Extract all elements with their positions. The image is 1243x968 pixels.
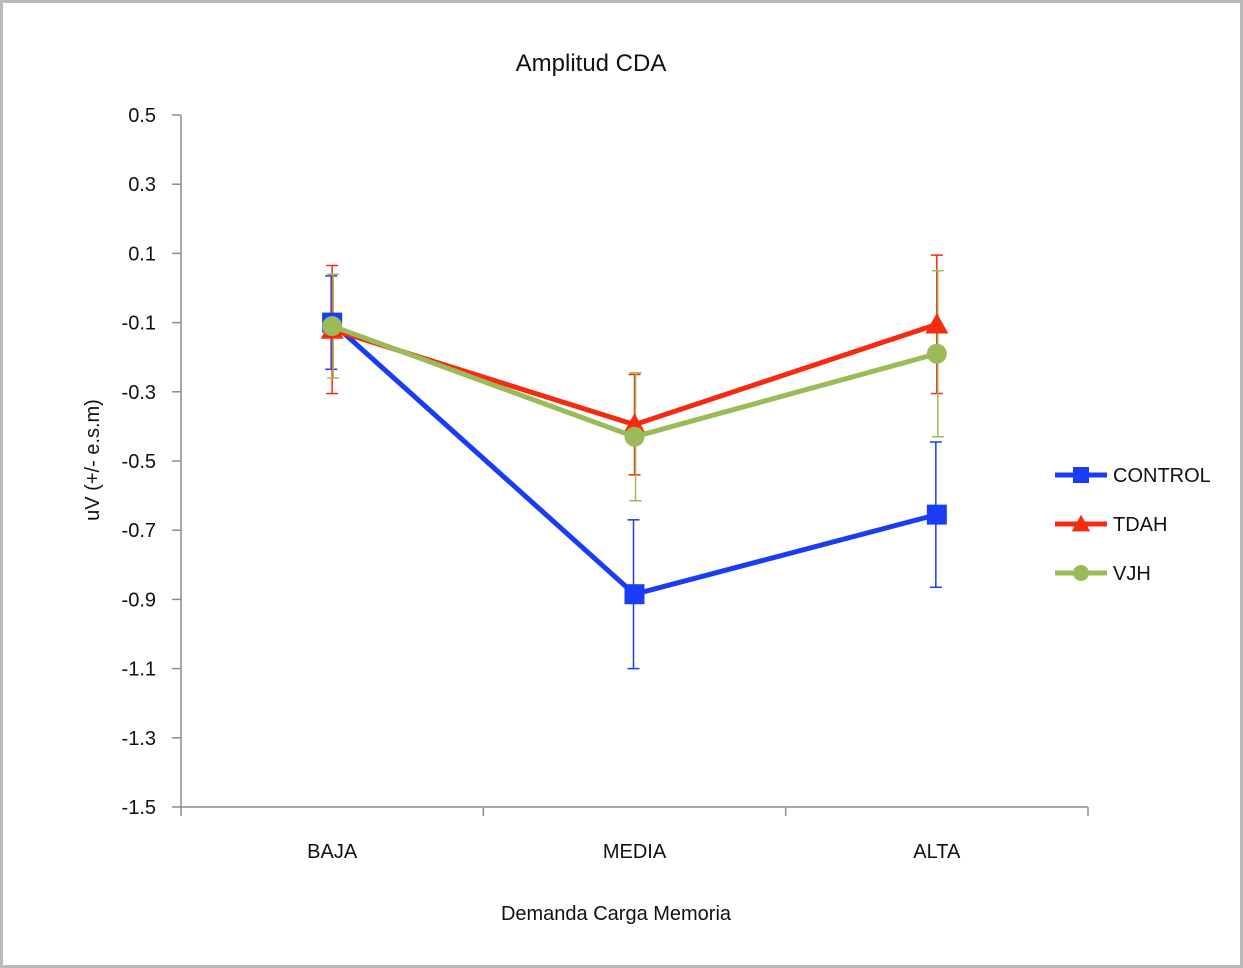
x-tick-label: MEDIA [603, 841, 667, 863]
y-tick-label: 0.1 [128, 243, 156, 265]
legend-item-tdah: TDAH [1055, 514, 1167, 536]
legend-marker-tdah [1071, 514, 1091, 532]
data-point-tdah [925, 312, 949, 334]
y-tick-label: -0.5 [122, 451, 156, 473]
legend-label-vjh: VJH [1113, 563, 1151, 585]
error-bars-vjh [327, 269, 944, 502]
series-layer [320, 254, 949, 670]
data-point-control [624, 584, 645, 605]
y-tick-label: -1.3 [122, 728, 156, 750]
data-point-control [926, 504, 947, 525]
y-tick-label: 0.5 [128, 105, 156, 127]
x-tick-label: ALTA [913, 841, 961, 863]
data-point-vjh [926, 343, 947, 364]
y-tick-label: -0.9 [122, 589, 156, 611]
y-axis-label: uV (+/- e.s.m) [82, 399, 104, 521]
legend-item-control: CONTROL [1055, 465, 1211, 487]
x-axis-label: Demanda Carga Memoria [501, 903, 732, 925]
legend-label-tdah: TDAH [1113, 514, 1167, 536]
legend-label-control: CONTROL [1113, 465, 1211, 487]
legend-marker-control [1073, 467, 1089, 483]
x-tick-label: BAJA [307, 841, 358, 863]
y-tick-label: -1.5 [122, 797, 156, 819]
error-bars-control [325, 275, 942, 670]
y-tick-label: -0.7 [122, 520, 156, 542]
y-tick-label: 0.3 [128, 174, 156, 196]
data-point-vjh [322, 316, 343, 337]
series-vjh [322, 316, 947, 447]
data-point-vjh [624, 426, 645, 447]
axes: 0.5 0.3 0.1 -0.1 -0.3 -0.5 -0.7 -0.9 -1.1 -1.3 -1.… [122, 105, 1089, 863]
y-tick-label: -0.1 [122, 313, 156, 335]
legend-item-vjh: VJH [1055, 563, 1151, 585]
y-tick-label: -0.3 [122, 382, 156, 404]
y-tick-label: -1.1 [122, 659, 156, 681]
chart-title: Amplitud CDA [516, 50, 667, 77]
legend-marker-vjh [1073, 565, 1089, 581]
legend: CONTROL TDAH VJH [1055, 465, 1211, 585]
